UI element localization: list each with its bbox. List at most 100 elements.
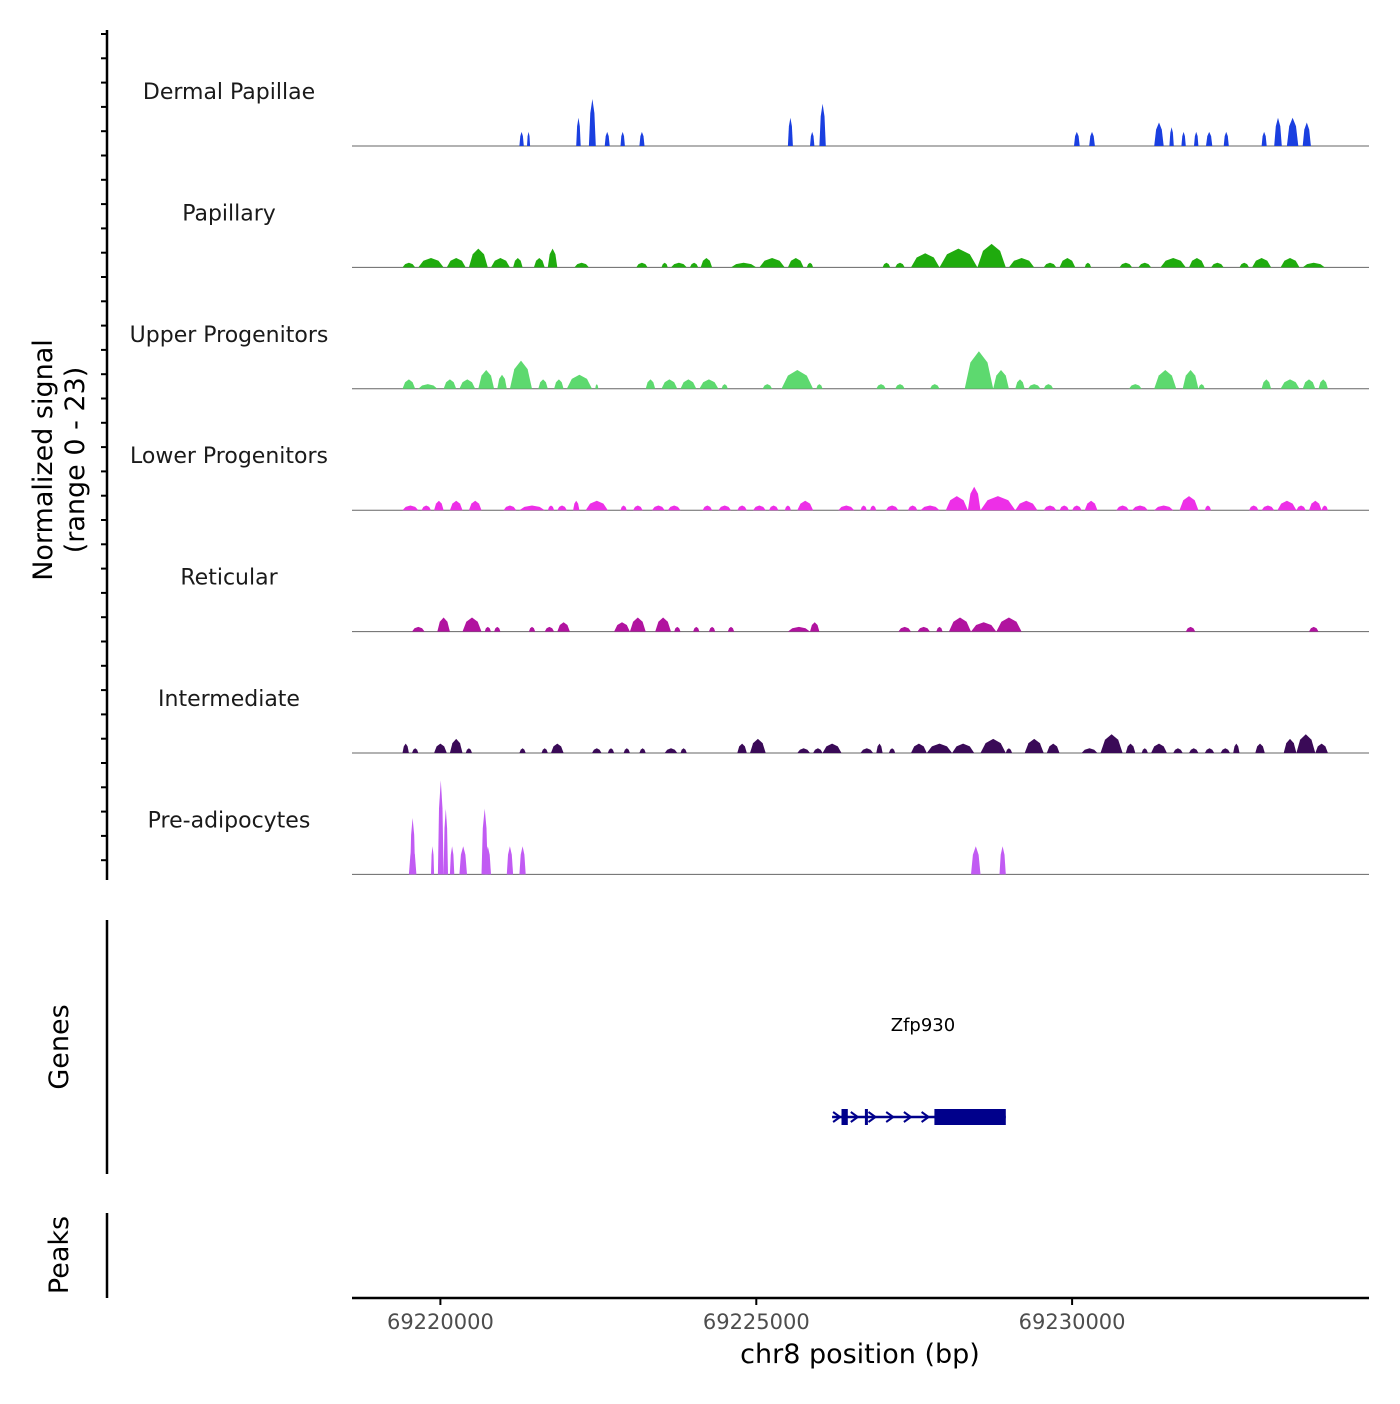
coverage-peak [948, 617, 971, 632]
coverage-peak [655, 617, 671, 632]
coverage-peak [797, 748, 810, 753]
track-label: Pre-adipocytes [148, 808, 311, 833]
coverage-peak [402, 505, 419, 511]
coverage-peak [1015, 500, 1038, 511]
coverage-peak [519, 505, 545, 511]
coverage-peak [708, 626, 716, 632]
coverage-peak [671, 262, 687, 268]
y-axis-label: Normalized signal [28, 339, 59, 581]
coverage-peak [547, 248, 558, 268]
coverage-peak [721, 384, 728, 389]
coverage-peak [661, 262, 668, 268]
coverage-peak [1280, 258, 1300, 268]
coverage-peak [557, 505, 567, 511]
coverage-peak [980, 496, 1016, 511]
coverage-peak [797, 500, 814, 511]
coverage-peak [607, 748, 615, 753]
coverage-peak [1261, 379, 1272, 389]
coverage-peak [1318, 379, 1328, 389]
coverage-peak [620, 505, 627, 511]
track-upper-progenitors: Upper Progenitors [130, 323, 1369, 390]
coverage-peak [993, 370, 1009, 389]
coverage-peak [1059, 505, 1069, 511]
coverage-peak [614, 622, 630, 632]
coverage-peak [1204, 748, 1215, 753]
coverage-peak [412, 626, 425, 632]
coverage-peak [1074, 131, 1080, 146]
coverage-peak [737, 743, 747, 753]
coverage-peak [750, 738, 766, 753]
coverage-peak [1249, 505, 1259, 511]
coverage-peak [574, 262, 589, 268]
coverage-peak [810, 622, 820, 632]
coverage-peak [1296, 734, 1316, 753]
coverage-peak [718, 505, 731, 511]
coverage-peak [813, 748, 823, 753]
y-axis-range-label: (range 0 - 23) [60, 367, 91, 554]
peaks-panel-label: Peaks [44, 1216, 75, 1294]
coverage-peak [513, 258, 523, 268]
coverage-peak [895, 384, 905, 389]
coverage-peak [816, 384, 823, 389]
coverage-peak [1198, 384, 1205, 389]
coverage-peak [484, 846, 491, 875]
track-label: Upper Progenitors [130, 323, 329, 348]
coverage-peak [434, 743, 447, 753]
strand-arrow [832, 1111, 842, 1123]
coverage-peak [1151, 743, 1167, 753]
coverage-peak [971, 846, 981, 875]
coverage-peak [1211, 262, 1224, 268]
coverage-peak [693, 626, 700, 632]
coverage-peak [434, 500, 444, 511]
gene-exon [934, 1109, 1006, 1125]
coverage-peak [731, 262, 757, 268]
track-label: Reticular [180, 566, 278, 591]
coverage-peak [437, 617, 450, 632]
track-label: Intermediate [158, 687, 300, 712]
coverage-peak [939, 248, 978, 268]
coverage-peak [437, 780, 444, 875]
gene-exon [864, 1109, 868, 1125]
coverage-peak [1116, 505, 1129, 511]
track-pre-adipocytes: Pre-adipocytes [148, 780, 1369, 875]
coverage-peak [652, 505, 665, 511]
coverage-peak [1138, 262, 1152, 268]
coverage-peak [920, 505, 940, 511]
coverage-peak [1233, 743, 1240, 753]
track-label: Lower Progenitors [130, 444, 328, 469]
coverage-peak [592, 748, 602, 753]
coverage-peak [620, 131, 625, 146]
coverage-peak [503, 505, 517, 511]
coverage-peak [402, 743, 409, 753]
coverage-peak [885, 505, 899, 511]
coverage-peak [465, 748, 472, 753]
coverage-peak [1181, 131, 1186, 146]
coverage-peak [860, 748, 874, 753]
coverage-peak [781, 370, 814, 389]
coverage-peak [484, 626, 491, 632]
coverage-peak [519, 846, 526, 875]
track-dermal-papillae: Dermal Papillae [143, 80, 1369, 147]
coverage-peak [888, 748, 896, 753]
coverage-peak [876, 384, 886, 389]
coverage-peak [557, 622, 570, 632]
coverage-peak [588, 99, 596, 146]
coverage-peak [418, 384, 438, 389]
coverage-peak [911, 253, 940, 268]
coverage-peak [1302, 262, 1325, 268]
coverage-peak [1119, 262, 1133, 268]
coverage-peak [1008, 258, 1035, 268]
coverage-peak [402, 379, 416, 389]
coverage-peak [412, 748, 419, 753]
coverage-peak [443, 808, 448, 875]
coverage-peak [860, 505, 867, 511]
coverage-peak [551, 743, 564, 753]
coverage-peak [519, 131, 524, 146]
coverage-peak [462, 617, 482, 632]
coverage-peak [1043, 505, 1057, 511]
coverage-peak [478, 370, 495, 389]
coverage-peak [547, 505, 555, 511]
coverage-peak [1309, 626, 1319, 632]
coverage-peak [753, 505, 766, 511]
